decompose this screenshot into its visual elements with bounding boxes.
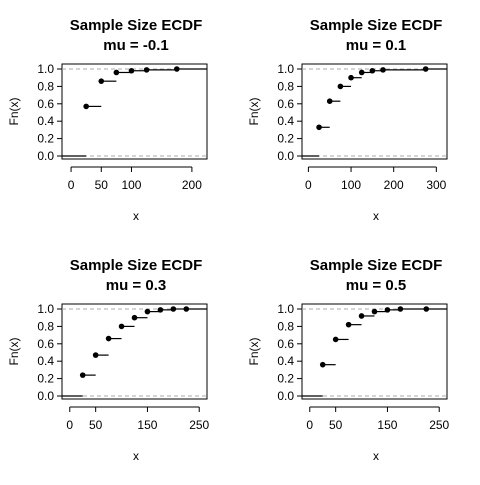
ecdf-point — [128, 67, 135, 74]
y-tick-label: 0.6 — [277, 97, 294, 111]
plot-frame — [301, 63, 448, 160]
y-axis-label: Fn(x) — [247, 98, 261, 126]
plot-frame — [301, 303, 448, 400]
ecdf-point — [358, 69, 365, 76]
y-tick-label: 0.2 — [37, 132, 54, 146]
chart-subtitle: mu = 0.1 — [346, 37, 406, 54]
chart-subtitle: mu = 0.5 — [346, 277, 406, 294]
chart-title: Sample Size ECDF — [310, 17, 443, 34]
x-tick-label: 250 — [189, 418, 209, 432]
y-axis-label: Fn(x) — [7, 98, 21, 126]
ecdf-point — [143, 67, 150, 73]
x-tick-label: 0 — [66, 418, 73, 432]
ecdf-panel-3: Sample Size ECDF mu = 0.3 0.0 0.2 0.4 0.6 0.8 1… — [7, 257, 210, 463]
y-tick-label: 0.8 — [37, 79, 54, 93]
x-tick-label: 250 — [429, 418, 449, 432]
x-tick-label: 150 — [137, 418, 157, 432]
ecdf-point — [183, 306, 190, 312]
chart-title: Sample Size ECDF — [70, 257, 203, 274]
y-tick-label: 1.0 — [37, 302, 54, 316]
ecdf-point — [83, 103, 89, 110]
ecdf-point — [79, 372, 86, 378]
ecdf-point — [337, 83, 344, 90]
y-tick-label: 0.8 — [277, 319, 294, 333]
ecdf-point — [345, 321, 352, 328]
ecdf-panel-4: Sample Size ECDF mu = 0.5 0.0 0.2 0.4 0.6 0.8 1… — [247, 257, 450, 463]
x-tick-label: 0 — [306, 418, 313, 432]
y-tick-label: 0.6 — [37, 97, 54, 111]
plot-frame — [61, 63, 208, 160]
chart-title: Sample Size ECDF — [70, 17, 203, 34]
chart-title: Sample Size ECDF — [310, 257, 443, 274]
y-tick-label: 0.4 — [277, 354, 294, 368]
ecdf-point — [422, 66, 429, 72]
ecdf-point — [316, 124, 322, 131]
x-axis-label: x — [373, 209, 379, 223]
y-tick-label: 0.0 — [277, 389, 294, 403]
x-tick-label: 200 — [182, 178, 202, 192]
x-axis-label: x — [373, 449, 379, 463]
x-tick-label: 0 — [68, 178, 75, 192]
y-tick-label: 0.0 — [277, 149, 294, 163]
chart-subtitle: mu = 0.3 — [106, 277, 166, 294]
x-axis-label: x — [133, 449, 139, 463]
y-tick-label: 0.0 — [37, 389, 54, 403]
y-tick-label: 0.4 — [37, 114, 54, 128]
ecdf-point — [98, 78, 105, 84]
y-tick-label: 0.8 — [37, 319, 54, 333]
y-tick-label: 0.0 — [37, 149, 54, 163]
ecdf-point — [319, 361, 326, 368]
y-tick-label: 0.2 — [277, 132, 294, 146]
x-tick-label: 50 — [89, 418, 103, 432]
ecdf-point — [348, 74, 354, 81]
y-tick-label: 0.6 — [277, 337, 294, 351]
y-tick-label: 0.2 — [37, 372, 54, 386]
y-tick-label: 1.0 — [277, 302, 294, 316]
ecdf-point — [369, 67, 376, 74]
x-tick-label: 100 — [341, 178, 361, 192]
y-tick-label: 0.6 — [37, 337, 54, 351]
ecdf-point — [380, 67, 386, 73]
x-tick-label: 300 — [426, 178, 446, 192]
ecdf-point — [423, 306, 430, 312]
y-axis-label: Fn(x) — [247, 338, 261, 366]
ecdf-panel-2: Sample Size ECDF mu = 0.1 0.0 0.2 0.4 0.6 0.8 1… — [247, 17, 448, 223]
x-tick-label: 200 — [384, 178, 404, 192]
x-tick-label: 50 — [95, 178, 109, 192]
ecdf-point — [144, 308, 151, 315]
ecdf-point — [170, 306, 177, 312]
ecdf-point — [113, 69, 120, 76]
ecdf-point — [118, 323, 125, 330]
ecdf-point — [384, 307, 391, 313]
ecdf-point — [371, 308, 378, 315]
ecdf-panel-1: Sample Size ECDF mu = -0.1 0.0 0.2 0.4 0.6 0.8… — [7, 17, 208, 223]
ecdf-point — [105, 335, 112, 342]
y-axis-label: Fn(x) — [7, 338, 21, 366]
y-tick-label: 0.4 — [37, 354, 54, 368]
ecdf-point — [326, 98, 333, 104]
y-tick-label: 1.0 — [37, 62, 54, 76]
x-tick-label: 50 — [329, 418, 343, 432]
y-tick-label: 0.4 — [277, 114, 294, 128]
ecdf-point — [173, 66, 180, 72]
ecdf-point — [131, 314, 138, 321]
x-axis-label: x — [133, 209, 139, 223]
ecdf-point — [397, 306, 404, 312]
y-tick-label: 1.0 — [277, 62, 294, 76]
ecdf-point — [157, 307, 164, 313]
y-tick-label: 0.2 — [277, 372, 294, 386]
plot-frame — [61, 303, 208, 400]
y-tick-label: 0.8 — [277, 79, 294, 93]
x-tick-label: 150 — [377, 418, 397, 432]
ecdf-point — [332, 336, 339, 343]
x-tick-label: 0 — [305, 178, 312, 192]
ecdf-point — [92, 352, 99, 358]
x-tick-label: 100 — [121, 178, 141, 192]
chart-subtitle: mu = -0.1 — [103, 37, 168, 54]
ecdf-point — [358, 313, 365, 319]
